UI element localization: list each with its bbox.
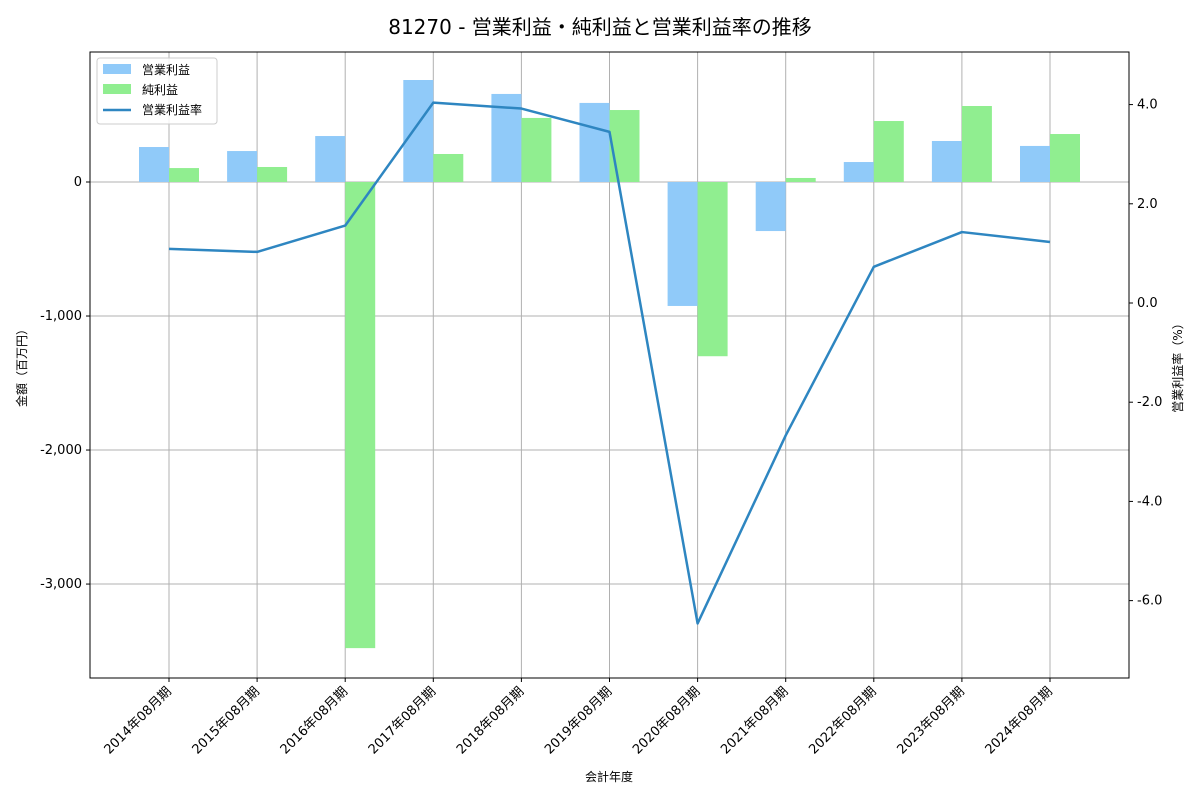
- bar-net-income: [521, 117, 552, 182]
- bar-operating-income: [931, 140, 962, 182]
- bar-operating-income: [843, 162, 874, 182]
- bar-operating-income: [139, 147, 169, 182]
- y-tick-label: -1,000: [40, 309, 82, 324]
- y2-tick-label: 0.0: [1137, 296, 1158, 311]
- bar-operating-income: [227, 151, 258, 182]
- bar-net-income: [785, 177, 816, 182]
- y-axis-label: 金額（百万円）: [14, 323, 29, 407]
- bar-net-income: [345, 181, 376, 649]
- bars: [139, 80, 1080, 649]
- bar-operating-income: [755, 181, 786, 232]
- bar-operating-income: [315, 136, 346, 182]
- bar-net-income: [873, 121, 904, 182]
- legend-label-net-income: 純利益: [142, 83, 178, 97]
- legend-label-margin: 営業利益率: [142, 102, 202, 117]
- y-tick-label: -2,000: [40, 443, 82, 458]
- bar-net-income: [609, 110, 640, 182]
- bar-net-income: [433, 153, 464, 182]
- margin-line: [168, 101, 1051, 625]
- chart-title: 81270 - 営業利益・純利益と営業利益率の推移: [388, 15, 812, 39]
- y-tick-label: -3,000: [40, 577, 82, 592]
- y2-tick-label: -4.0: [1137, 494, 1162, 509]
- bar-net-income: [1050, 134, 1080, 182]
- y2-tick-label: -6.0: [1137, 594, 1162, 609]
- y-tick-label: 0: [74, 175, 82, 190]
- y2-tick-label: 4.0: [1137, 98, 1158, 113]
- bar-net-income: [169, 168, 199, 182]
- bar-operating-income: [1020, 145, 1050, 182]
- left-axis-ticks: 0 -1,000 -2,000 -3,000: [40, 175, 90, 592]
- bar-operating-income: [667, 181, 698, 306]
- legend-box: [96, 57, 218, 125]
- legend-label-operating-income: 営業利益: [142, 63, 190, 77]
- bar-operating-income: [579, 102, 610, 182]
- legend: 営業利益 純利益 営業利益率: [96, 57, 218, 125]
- y2-axis-label: 営業利益率（%）: [1170, 317, 1185, 412]
- bar-operating-income: [403, 80, 434, 182]
- legend-swatch-operating-income: [103, 64, 131, 74]
- x-axis-label: 会計年度: [585, 769, 633, 784]
- right-axis-ticks: 4.0 2.0 0.0 -2.0 -4.0 -6.0: [1129, 98, 1162, 609]
- bar-net-income: [697, 181, 728, 357]
- margin-polyline: [168, 101, 1051, 625]
- y2-tick-label: -2.0: [1137, 395, 1162, 410]
- bar-net-income: [257, 166, 288, 182]
- y2-tick-label: 2.0: [1137, 197, 1158, 212]
- legend-swatch-net-income: [103, 84, 131, 94]
- bar-net-income: [961, 106, 992, 182]
